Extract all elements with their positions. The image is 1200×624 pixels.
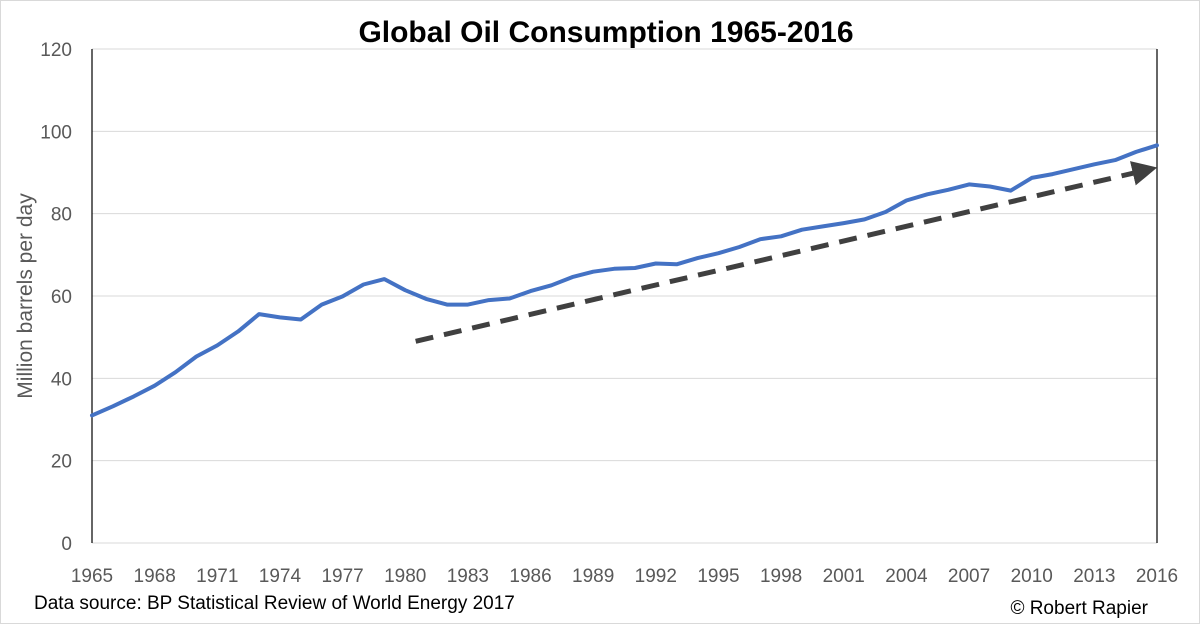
x-tick-label: 2007 xyxy=(948,566,990,587)
x-tick-label: 1983 xyxy=(447,566,489,587)
y-axis-ticks: 0 20 40 60 80 100 120 xyxy=(40,40,72,555)
y-tick-label: 20 xyxy=(51,452,72,473)
y-tick-label: 120 xyxy=(40,40,72,61)
x-tick-label: 1989 xyxy=(572,566,614,587)
x-axis-ticks: 1965 1968 1971 1974 1977 1980 1983 1986 1989 1992… xyxy=(71,566,1178,587)
x-tick-label: 1977 xyxy=(321,566,363,587)
x-tick-label: 1998 xyxy=(760,566,802,587)
data-source-note: Data source: BP Statistical Review of Wo… xyxy=(34,593,515,614)
x-tick-label: 2016 xyxy=(1136,566,1178,587)
x-tick-label: 1992 xyxy=(635,566,677,587)
trend-arrow xyxy=(415,161,1158,344)
chart-title: Global Oil Consumption 1965-2016 xyxy=(358,16,853,49)
copyright-credit: © Robert Rapier xyxy=(1010,598,1148,619)
x-tick-label: 1986 xyxy=(509,566,551,587)
x-tick-label: 2004 xyxy=(885,566,928,587)
gridlines xyxy=(91,48,1158,544)
y-tick-label: 100 xyxy=(40,122,72,143)
x-tick-label: 1971 xyxy=(196,566,238,587)
x-tick-label: 1995 xyxy=(697,566,739,587)
x-tick-label: 2010 xyxy=(1011,566,1053,587)
y-tick-label: 0 xyxy=(61,534,72,555)
series-line-oil-consumption xyxy=(90,143,1159,418)
y-tick-label: 40 xyxy=(51,369,72,390)
x-tick-label: 2001 xyxy=(823,566,865,587)
x-tick-label: 1965 xyxy=(71,566,113,587)
y-tick-label: 60 xyxy=(51,287,72,308)
x-tick-label: 1974 xyxy=(259,566,302,587)
y-tick-label: 80 xyxy=(51,205,72,226)
data-points xyxy=(90,143,1159,417)
x-tick-label: 2013 xyxy=(1073,566,1115,587)
y-axis-label: Million barrels per day xyxy=(14,193,37,399)
x-tick-label: 1980 xyxy=(384,566,426,587)
x-tick-label: 1968 xyxy=(134,566,176,587)
